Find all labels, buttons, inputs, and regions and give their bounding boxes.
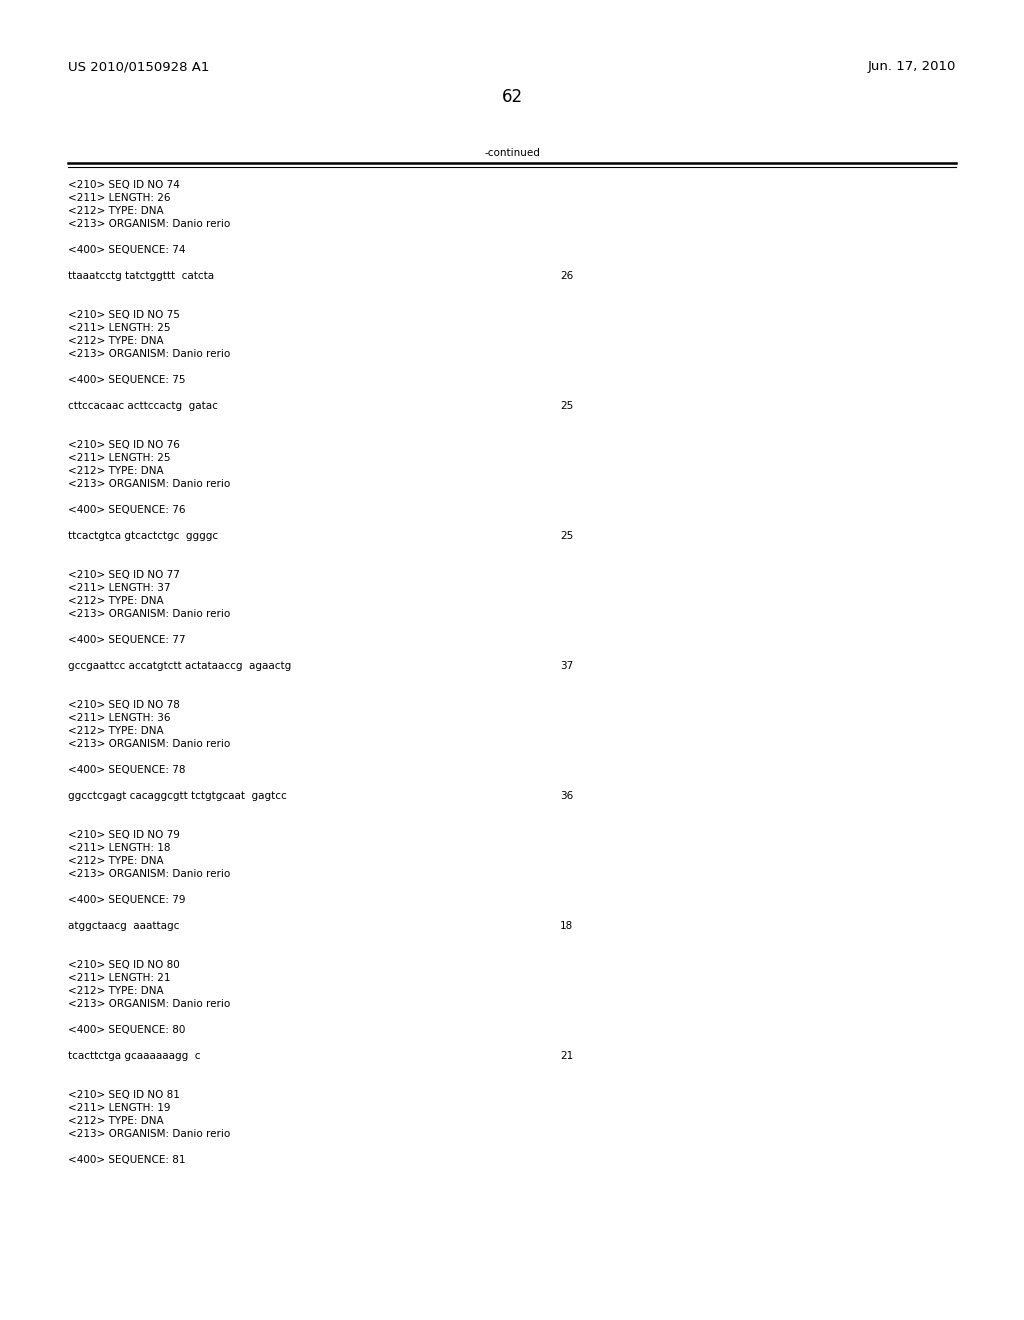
Text: <212> TYPE: DNA: <212> TYPE: DNA [68, 337, 164, 346]
Text: tcacttctga gcaaaaaagg  c: tcacttctga gcaaaaaagg c [68, 1051, 201, 1061]
Text: 25: 25 [560, 531, 573, 541]
Text: <210> SEQ ID NO 79: <210> SEQ ID NO 79 [68, 830, 180, 840]
Text: <213> ORGANISM: Danio rerio: <213> ORGANISM: Danio rerio [68, 1129, 230, 1139]
Text: ggcctcgagt cacaggcgtt tctgtgcaat  gagtcc: ggcctcgagt cacaggcgtt tctgtgcaat gagtcc [68, 791, 287, 801]
Text: <210> SEQ ID NO 81: <210> SEQ ID NO 81 [68, 1090, 180, 1100]
Text: <211> LENGTH: 18: <211> LENGTH: 18 [68, 843, 171, 853]
Text: <212> TYPE: DNA: <212> TYPE: DNA [68, 597, 164, 606]
Text: <213> ORGANISM: Danio rerio: <213> ORGANISM: Danio rerio [68, 609, 230, 619]
Text: ttcactgtca gtcactctgc  ggggc: ttcactgtca gtcactctgc ggggc [68, 531, 218, 541]
Text: Jun. 17, 2010: Jun. 17, 2010 [867, 59, 956, 73]
Text: 18: 18 [560, 921, 573, 931]
Text: 37: 37 [560, 661, 573, 671]
Text: <211> LENGTH: 25: <211> LENGTH: 25 [68, 323, 171, 333]
Text: <211> LENGTH: 19: <211> LENGTH: 19 [68, 1104, 171, 1113]
Text: -continued: -continued [484, 148, 540, 158]
Text: 21: 21 [560, 1051, 573, 1061]
Text: <400> SEQUENCE: 78: <400> SEQUENCE: 78 [68, 766, 185, 775]
Text: <400> SEQUENCE: 80: <400> SEQUENCE: 80 [68, 1026, 185, 1035]
Text: <213> ORGANISM: Danio rerio: <213> ORGANISM: Danio rerio [68, 219, 230, 228]
Text: <212> TYPE: DNA: <212> TYPE: DNA [68, 466, 164, 477]
Text: <400> SEQUENCE: 79: <400> SEQUENCE: 79 [68, 895, 185, 906]
Text: <212> TYPE: DNA: <212> TYPE: DNA [68, 855, 164, 866]
Text: 26: 26 [560, 271, 573, 281]
Text: ttaaatcctg tatctggttt  catcta: ttaaatcctg tatctggttt catcta [68, 271, 214, 281]
Text: <210> SEQ ID NO 77: <210> SEQ ID NO 77 [68, 570, 180, 579]
Text: <213> ORGANISM: Danio rerio: <213> ORGANISM: Danio rerio [68, 869, 230, 879]
Text: atggctaacg  aaattagc: atggctaacg aaattagc [68, 921, 179, 931]
Text: <212> TYPE: DNA: <212> TYPE: DNA [68, 1115, 164, 1126]
Text: <400> SEQUENCE: 74: <400> SEQUENCE: 74 [68, 246, 185, 255]
Text: <400> SEQUENCE: 81: <400> SEQUENCE: 81 [68, 1155, 185, 1166]
Text: 36: 36 [560, 791, 573, 801]
Text: <400> SEQUENCE: 77: <400> SEQUENCE: 77 [68, 635, 185, 645]
Text: <210> SEQ ID NO 80: <210> SEQ ID NO 80 [68, 960, 180, 970]
Text: <211> LENGTH: 25: <211> LENGTH: 25 [68, 453, 171, 463]
Text: <212> TYPE: DNA: <212> TYPE: DNA [68, 986, 164, 997]
Text: <211> LENGTH: 36: <211> LENGTH: 36 [68, 713, 171, 723]
Text: <212> TYPE: DNA: <212> TYPE: DNA [68, 206, 164, 216]
Text: 62: 62 [502, 88, 522, 106]
Text: <213> ORGANISM: Danio rerio: <213> ORGANISM: Danio rerio [68, 999, 230, 1008]
Text: <211> LENGTH: 26: <211> LENGTH: 26 [68, 193, 171, 203]
Text: gccgaattcc accatgtctt actataaccg  agaactg: gccgaattcc accatgtctt actataaccg agaactg [68, 661, 291, 671]
Text: <212> TYPE: DNA: <212> TYPE: DNA [68, 726, 164, 737]
Text: <210> SEQ ID NO 74: <210> SEQ ID NO 74 [68, 180, 180, 190]
Text: <213> ORGANISM: Danio rerio: <213> ORGANISM: Danio rerio [68, 348, 230, 359]
Text: <400> SEQUENCE: 76: <400> SEQUENCE: 76 [68, 506, 185, 515]
Text: <213> ORGANISM: Danio rerio: <213> ORGANISM: Danio rerio [68, 739, 230, 748]
Text: 25: 25 [560, 401, 573, 411]
Text: <400> SEQUENCE: 75: <400> SEQUENCE: 75 [68, 375, 185, 385]
Text: cttccacaac acttccactg  gatac: cttccacaac acttccactg gatac [68, 401, 218, 411]
Text: <211> LENGTH: 21: <211> LENGTH: 21 [68, 973, 171, 983]
Text: <211> LENGTH: 37: <211> LENGTH: 37 [68, 583, 171, 593]
Text: <210> SEQ ID NO 78: <210> SEQ ID NO 78 [68, 700, 180, 710]
Text: US 2010/0150928 A1: US 2010/0150928 A1 [68, 59, 209, 73]
Text: <210> SEQ ID NO 75: <210> SEQ ID NO 75 [68, 310, 180, 319]
Text: <213> ORGANISM: Danio rerio: <213> ORGANISM: Danio rerio [68, 479, 230, 488]
Text: <210> SEQ ID NO 76: <210> SEQ ID NO 76 [68, 440, 180, 450]
